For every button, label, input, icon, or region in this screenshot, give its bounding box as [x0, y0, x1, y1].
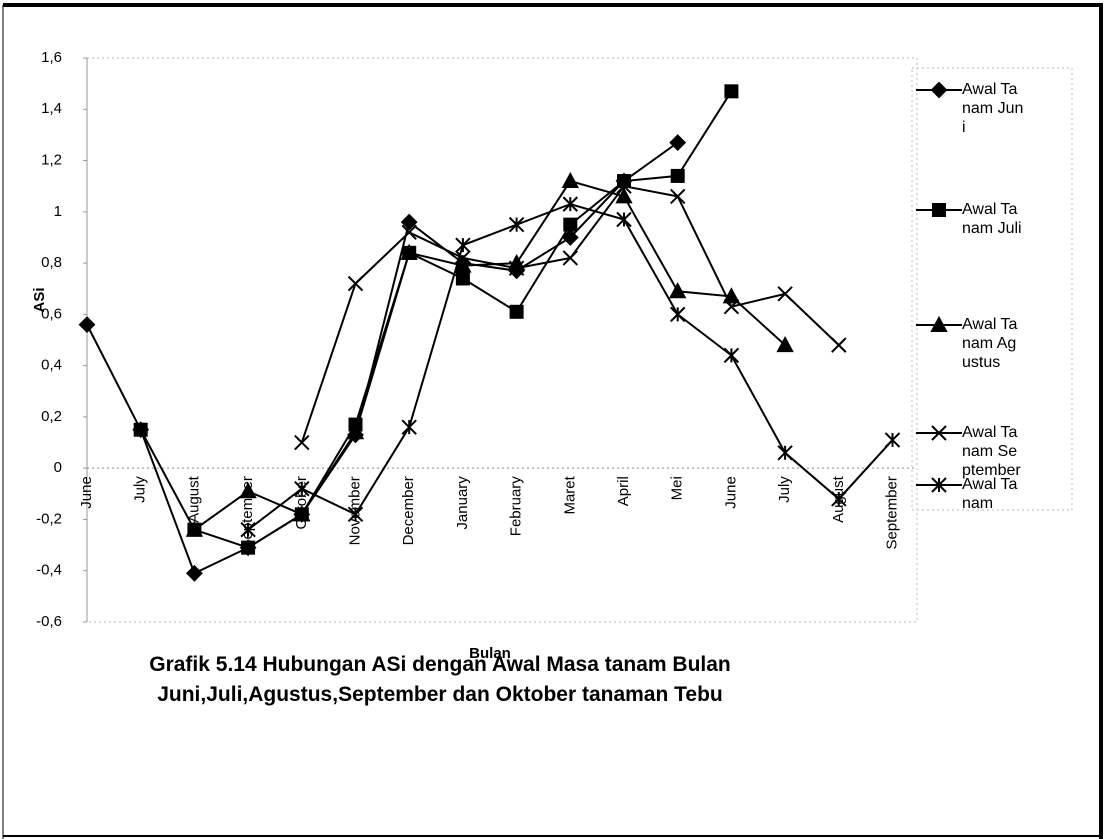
marker: [455, 271, 470, 286]
series-line: [193, 179, 786, 531]
marker: [724, 84, 739, 99]
marker: [185, 564, 203, 582]
marker: [239, 482, 257, 499]
caption: Grafik 5.14 Hubungan ASi dengan Awal Mas…: [149, 653, 731, 706]
legend-label: Awal Tanam Agustus: [962, 316, 1018, 371]
marker: [616, 211, 632, 228]
marker: [133, 422, 148, 437]
marker: [455, 237, 471, 253]
marker: [615, 187, 633, 204]
marker: [561, 171, 579, 189]
marker: [509, 304, 524, 319]
y-tick-label: -0,2: [36, 510, 62, 527]
marker: [294, 480, 310, 497]
marker: [562, 250, 579, 266]
marker: [508, 260, 525, 276]
y-tick-label: -0,6: [36, 613, 62, 630]
x-tick-label: June: [78, 476, 95, 509]
marker: [932, 203, 946, 217]
marker: [294, 434, 310, 451]
marker: [401, 224, 417, 241]
plot-area: [86, 57, 918, 623]
x-tick-label: September: [883, 476, 900, 549]
y-tick-label: 0,8: [41, 254, 62, 271]
x-axis-label: Bulan: [469, 645, 511, 662]
marker: [669, 188, 686, 205]
marker: [347, 275, 364, 292]
marker: [777, 286, 793, 302]
marker: [831, 491, 847, 507]
x-tick-label: February: [508, 476, 525, 537]
marker: [347, 506, 364, 523]
legend-label: Awal Tanam: [962, 476, 1018, 512]
y-tick-label: 1: [54, 203, 62, 220]
marker: [931, 425, 947, 441]
y-tick-label: -0,4: [36, 562, 62, 579]
y-tick-label: 1,4: [41, 100, 62, 117]
marker: [884, 432, 901, 448]
marker: [930, 81, 948, 99]
marker: [400, 243, 418, 260]
marker: [776, 336, 794, 353]
y-tick-label: 0,2: [41, 408, 62, 425]
marker: [777, 445, 793, 461]
marker: [616, 178, 632, 194]
x-tick-label: August: [185, 475, 202, 523]
marker: [508, 216, 525, 233]
marker: [563, 217, 578, 232]
marker: [400, 213, 418, 231]
legend-box: [911, 67, 1073, 511]
x-tick-label: December: [400, 476, 417, 545]
marker: [831, 337, 847, 353]
marker: [78, 316, 96, 334]
x-tick-label: Mei: [669, 476, 686, 500]
legend-label: Awal Tanam September: [962, 424, 1021, 479]
marker: [561, 229, 579, 246]
series-line: [139, 90, 733, 549]
marker: [669, 134, 687, 152]
marker: [723, 298, 740, 315]
x-tick-label: June: [722, 476, 739, 509]
y-tick-label: 1,2: [41, 152, 62, 169]
x-tick-label: July: [776, 476, 793, 503]
marker: [562, 196, 579, 212]
x-tick-label: July: [132, 476, 149, 503]
marker: [670, 168, 685, 183]
legend-label: Awal Tanam Juli: [962, 201, 1022, 237]
y-tick-label: 0,6: [41, 305, 62, 322]
marker: [669, 306, 686, 323]
marker: [669, 282, 687, 299]
series-line: [86, 141, 679, 575]
legend-label: Awal Tanam Juni: [962, 81, 1024, 136]
marker: [185, 520, 204, 537]
marker: [931, 477, 947, 493]
marker: [241, 540, 256, 555]
y-tick-label: 0: [54, 459, 62, 476]
y-tick-label: 1,6: [41, 49, 62, 66]
x-tick-label: April: [615, 476, 632, 506]
marker: [454, 256, 472, 273]
x-tick-label: Maret: [561, 475, 578, 514]
y-tick-label: 0,4: [41, 357, 62, 374]
marker: [723, 347, 740, 364]
marker: [240, 522, 256, 538]
marker: [930, 315, 948, 332]
marker: [293, 505, 311, 522]
x-tick-label: January: [454, 476, 471, 530]
marker: [401, 419, 417, 435]
y-axis-label: ASi: [31, 287, 48, 312]
marker: [346, 423, 365, 440]
